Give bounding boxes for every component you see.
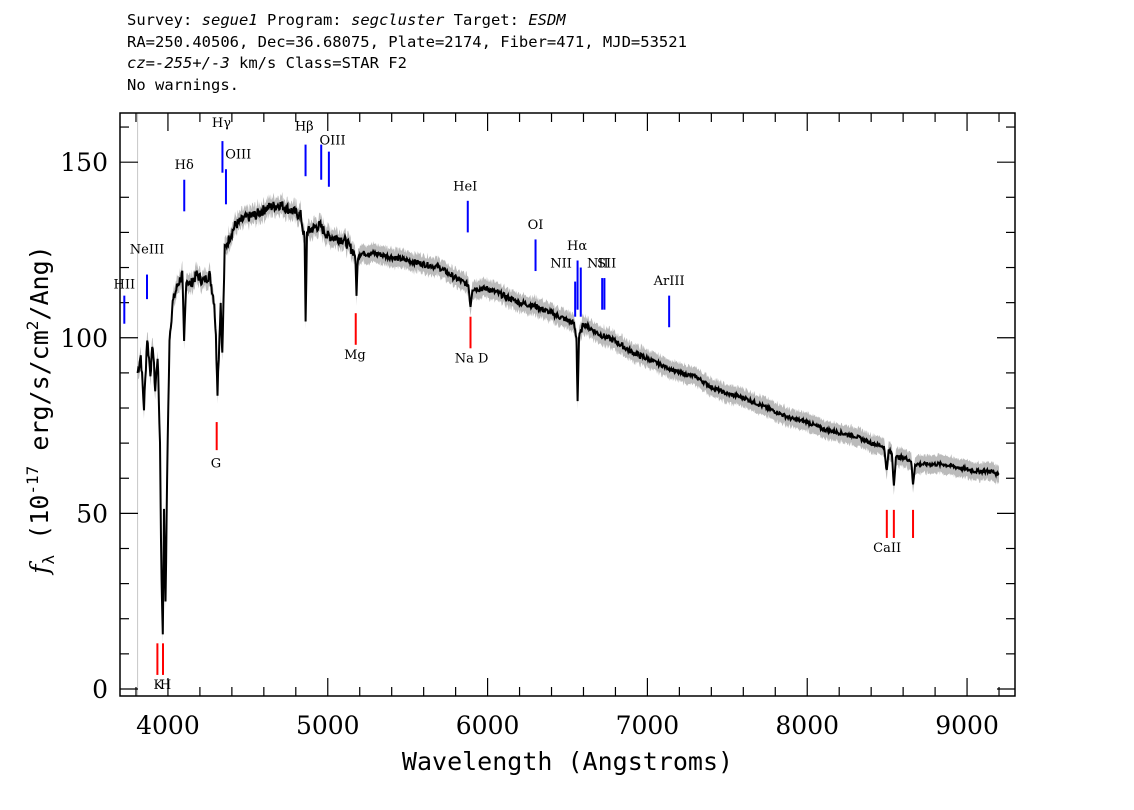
emission-line-label: Hβ <box>295 120 314 135</box>
x-tick-label: 4000 <box>136 711 200 740</box>
absorption-line-label: Na D <box>455 351 489 366</box>
survey-label: Survey: <box>127 11 202 29</box>
header-line-4: No warnings. <box>127 75 239 94</box>
cz-label: cz= <box>127 54 155 72</box>
program-label: Program: <box>257 11 351 29</box>
emission-line-label: Hδ <box>175 158 194 173</box>
target-value: ESDM <box>528 11 566 29</box>
emission-line-label: ArIII <box>653 274 685 289</box>
emission-line-label: NeIII <box>130 242 164 257</box>
x-tick-label: 5000 <box>296 711 360 740</box>
absorption-line-label: H <box>160 678 171 693</box>
emission-line-label: NII <box>587 257 609 272</box>
x-tick-label: 9000 <box>935 711 999 740</box>
flux-spectrum-line <box>136 201 1000 635</box>
emission-line-label: OI <box>528 218 544 233</box>
y-tick-label: 0 <box>92 675 108 704</box>
emission-line-label: NII <box>550 257 572 272</box>
header-line-1: Survey: segue1 Program: segcluster Targe… <box>127 10 687 32</box>
emission-line-label: Hγ <box>212 116 231 131</box>
y-tick-label: 150 <box>60 148 108 177</box>
emission-line-label: OIII <box>320 134 346 149</box>
emission-line-label: OIII <box>225 148 251 163</box>
absorption-line-label: CaII <box>873 541 901 556</box>
x-tick-label: 8000 <box>775 711 839 740</box>
y-tick-label: 100 <box>60 324 108 353</box>
emission-line-label: Hα <box>567 239 587 254</box>
survey-value: segue1 <box>201 11 258 29</box>
target-label: Target: <box>444 11 529 29</box>
y-axis-title: fλ (10-17 erg/s/cm2/Ang) <box>23 245 58 575</box>
x-axis-title: Wavelength (Angstroms) <box>402 747 733 776</box>
y-tick-label: 50 <box>76 499 108 528</box>
x-tick-label: 6000 <box>456 711 520 740</box>
plot-frame <box>119 112 1016 697</box>
emission-line-label: SII <box>597 257 616 272</box>
absorption-line-label: K <box>153 678 163 693</box>
class-info: km/s Class=STAR F2 <box>229 54 407 72</box>
spectrum-header: Survey: segue1 Program: segcluster Targe… <box>127 10 687 96</box>
absorption-line-label: Mg <box>344 348 366 363</box>
emission-line-label: HeI <box>453 179 477 194</box>
cz-value: -255+/-3 <box>155 54 230 72</box>
program-value: segcluster <box>350 11 445 29</box>
header-line-2: RA=250.40506, Dec=36.68075, Plate=2174, … <box>127 32 687 51</box>
x-tick-label: 7000 <box>616 711 680 740</box>
emission-line-label: HII <box>114 278 136 293</box>
absorption-line-label: G <box>211 457 221 472</box>
header-line-3: cz=-255+/-3 km/s Class=STAR F2 <box>127 53 687 75</box>
